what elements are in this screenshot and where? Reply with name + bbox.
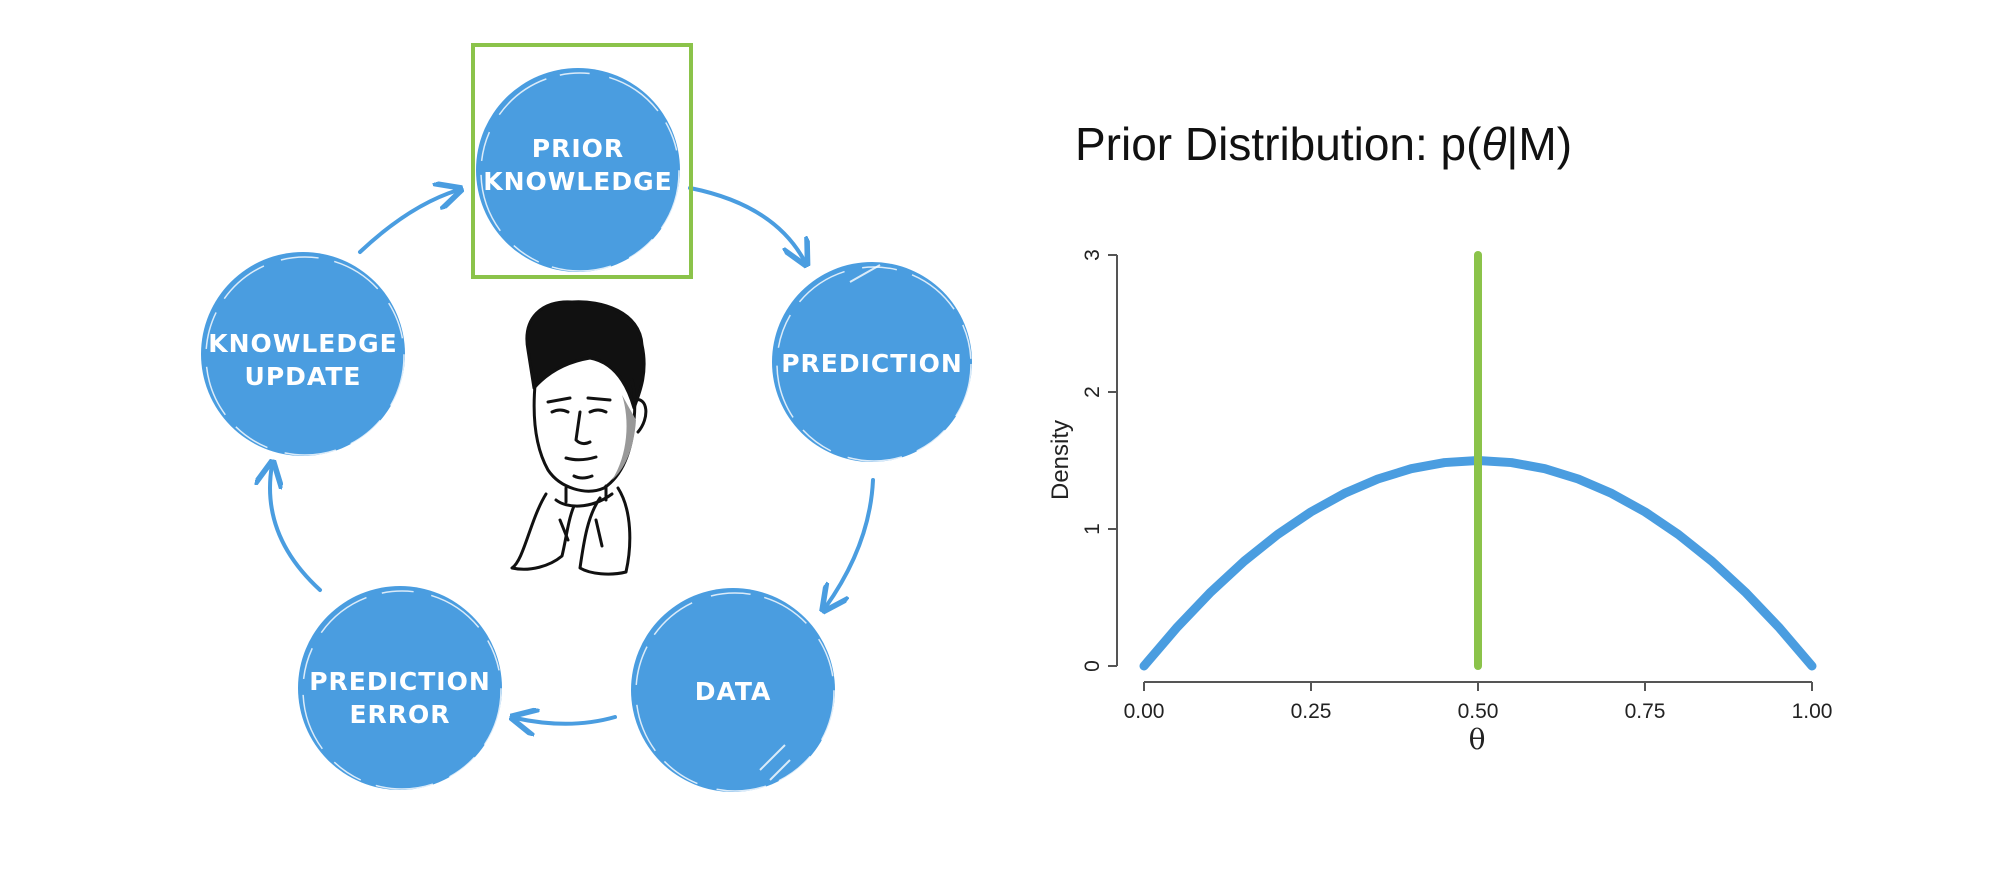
x-tick-label: 0.00 (1124, 700, 1165, 723)
y-tick-label: 1 (1081, 523, 1104, 535)
node-prior-knowledge: PRIOR KNOWLEDGE (476, 68, 680, 272)
chart-title-symbol: θ (1481, 118, 1506, 170)
node-prior-label-2: KNOWLEDGE (483, 167, 672, 196)
arrow-data-to-error (515, 717, 617, 724)
x-tick-label: 0.75 (1625, 700, 1666, 723)
chart-title-prefix: Prior Distribution: p( (1075, 118, 1482, 170)
node-knowledge-update: KNOWLEDGE UPDATE (201, 252, 405, 456)
node-data-label: DATA (695, 677, 772, 706)
x-tick-label: 0.25 (1291, 700, 1332, 723)
node-update-label-1: KNOWLEDGE (208, 329, 397, 358)
node-prediction: PREDICTION (772, 262, 972, 462)
arrow-prior-to-prediction (688, 186, 805, 262)
chart-ticks: 0.00 0.25 0.50 0.75 1.00 0 1 2 3 (1081, 249, 1832, 723)
x-axis-label: θ (1469, 723, 1486, 756)
arrow-prediction-to-data (825, 478, 875, 608)
node-data: DATA (631, 588, 835, 792)
x-tick-label: 1.00 (1792, 700, 1833, 723)
y-tick-label: 2 (1081, 386, 1104, 398)
node-update-label-2: UPDATE (245, 362, 362, 391)
cycle-diagram: PRIOR KNOWLEDGE PREDICTION DATA PREDICTI… (201, 43, 972, 792)
arrow-error-to-update (270, 465, 322, 592)
prior-chart: Prior Distribution: p(θ|M) 0.00 0.25 0.50 0… (1047, 118, 1832, 756)
prior-highlight-frame (471, 43, 693, 279)
y-axis-label: Density (1047, 420, 1074, 500)
y-tick-label: 0 (1081, 660, 1104, 672)
chart-title-suffix: |M) (1506, 118, 1572, 170)
arrow-update-to-prior (358, 190, 458, 254)
node-prediction-label: PREDICTION (781, 349, 963, 378)
chart-axes (1116, 255, 1812, 683)
portrait-sketch-icon (510, 300, 648, 576)
node-error-label-2: ERROR (349, 700, 450, 729)
y-tick-label: 3 (1081, 249, 1104, 261)
chart-marks (1139, 251, 1817, 671)
x-tick-label: 0.50 (1458, 700, 1499, 723)
chart-title: Prior Distribution: p(θ|M) (1075, 118, 1572, 170)
node-error-label-1: PREDICTION (309, 667, 491, 696)
node-prior-label-1: PRIOR (532, 134, 624, 163)
node-prediction-error: PREDICTION ERROR (298, 586, 502, 790)
